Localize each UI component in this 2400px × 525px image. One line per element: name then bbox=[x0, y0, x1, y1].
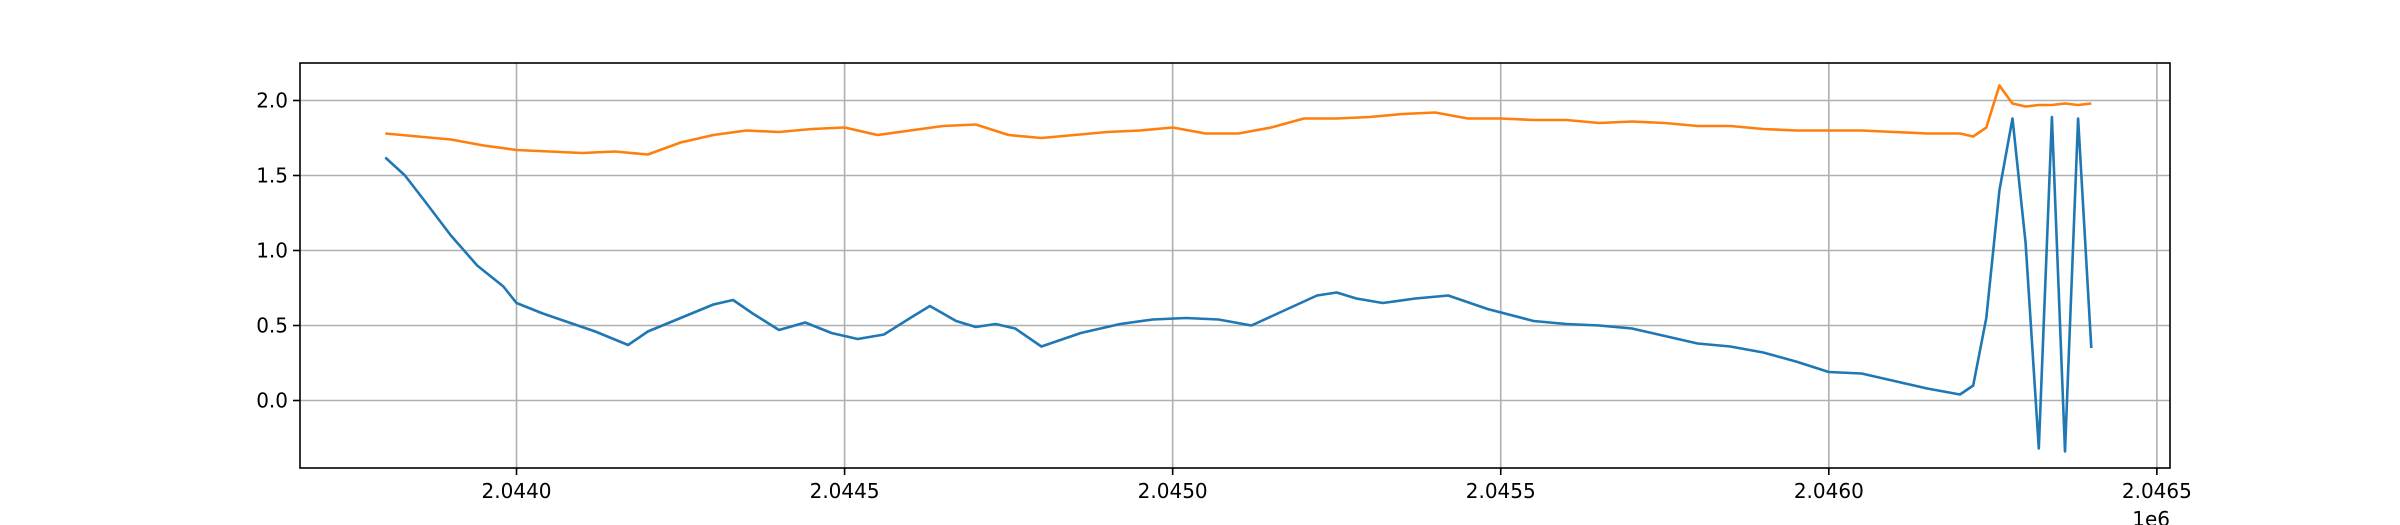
data-series bbox=[384, 84, 2093, 453]
axis-ticks: 2.0440 2.0445 2.0450 2.0455 2.0460 2.0465 0.0 0… bbox=[256, 89, 2192, 504]
y-tick-label: 1.5 bbox=[256, 164, 288, 188]
x-tick-label: 2.0440 bbox=[482, 479, 552, 503]
axes-frame bbox=[299, 62, 2171, 469]
series-line-2 bbox=[385, 84, 2092, 156]
x-tick-label: 2.0445 bbox=[810, 479, 880, 503]
x-tick-label: 2.0455 bbox=[1466, 479, 1536, 503]
y-tick-label: 1.0 bbox=[256, 239, 288, 263]
x-offset-label: 1e6 bbox=[2132, 507, 2170, 525]
x-tick-label: 2.0450 bbox=[1138, 479, 1208, 503]
x-tick-label: 2.0460 bbox=[1794, 479, 1864, 503]
series-line-1 bbox=[384, 115, 2093, 453]
x-tick-label: 2.0465 bbox=[2122, 479, 2192, 503]
y-tick-label: 0.5 bbox=[256, 314, 288, 338]
y-tick-label: 0.0 bbox=[256, 389, 288, 413]
y-tick-label: 2.0 bbox=[256, 89, 288, 113]
grid-lines bbox=[300, 63, 2170, 468]
